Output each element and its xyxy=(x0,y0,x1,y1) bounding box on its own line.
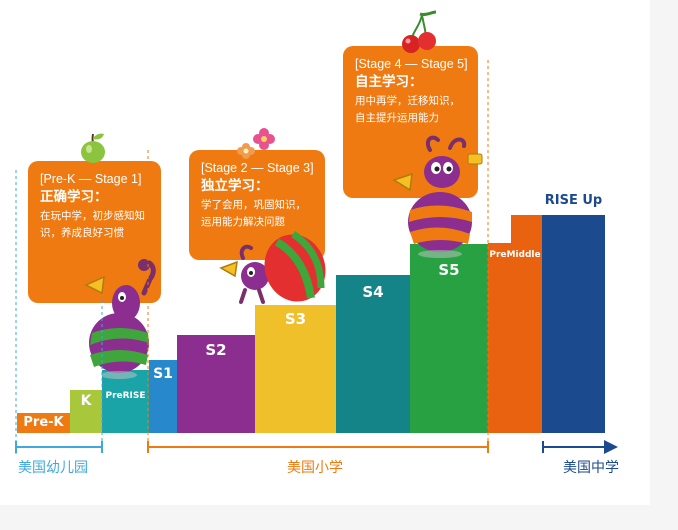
step-riseup-label: RISE Up xyxy=(544,193,603,208)
callout-heading: 正确学习： xyxy=(40,189,108,205)
step-riseup xyxy=(542,215,605,433)
step-prek-label: Pre-K xyxy=(23,415,64,430)
cherry-icon xyxy=(402,10,437,53)
step-s3-label: S3 xyxy=(284,310,307,328)
callout-heading: 独立学习： xyxy=(201,178,269,194)
step-s3: S3 xyxy=(255,305,336,433)
bug-mascot-icon xyxy=(392,135,483,258)
step-s5-label: S5 xyxy=(438,261,460,279)
label-us-elementary: 美国小学 xyxy=(287,460,343,476)
callout-body: 用中再学，迁移知识，自主提升运用能力 xyxy=(355,95,460,124)
callout-heading: 自主学习： xyxy=(355,74,423,90)
step-k: K xyxy=(70,390,102,433)
label-us-middle-school: 美国中学 xyxy=(563,460,619,476)
step-prerise xyxy=(102,370,149,433)
bug-mascot-icon xyxy=(84,259,156,379)
callout-body: 学了会用，巩固知识，运用能力解决问题 xyxy=(201,199,306,228)
step-premiddle-labelbox: PreMiddle xyxy=(488,250,542,260)
step-premiddle-label: PreMiddle xyxy=(489,250,541,260)
step-riseup-labelbox: RISE Up xyxy=(542,193,605,208)
step-premiddle-top xyxy=(511,215,542,433)
step-s1-label: S1 xyxy=(153,366,173,382)
step-s5: S5 xyxy=(410,244,488,433)
step-prerise-labelbox: PreRISE xyxy=(102,391,149,401)
callout-range: [Pre-K — Stage 1] xyxy=(40,172,142,186)
step-s2-label: S2 xyxy=(205,341,227,359)
stage-progression-diagram: Pre-K K PreRISE S1 S2 S3 S4 S5 PreMiddle… xyxy=(15,10,619,476)
bug-mascot-icon xyxy=(219,231,326,304)
step-prek: Pre-K xyxy=(17,413,70,433)
step-premiddle xyxy=(488,243,513,433)
step-prerise-label: PreRISE xyxy=(105,391,146,401)
callout-body: 在玩中学，初步感知知识，养成良好习惯 xyxy=(40,210,145,239)
apple-icon xyxy=(81,133,105,163)
step-s4: S4 xyxy=(336,275,410,433)
callout-stage4-stage5: [Stage 4 — Stage 5] 自主学习： 用中再学，迁移知识，自主提升… xyxy=(343,46,478,198)
school-level-brackets xyxy=(15,60,618,454)
step-k-label: K xyxy=(80,393,92,409)
step-s1: S1 xyxy=(149,360,177,433)
callout-prek-stage1: [Pre-K — Stage 1] 正确学习： 在玩中学，初步感知知识，养成良好… xyxy=(28,161,161,303)
callout-range: [Stage 2 — Stage 3] xyxy=(201,161,314,175)
flower-icon xyxy=(237,128,275,159)
step-s4-label: S4 xyxy=(362,283,384,301)
callout-range: [Stage 4 — Stage 5] xyxy=(355,57,468,71)
label-us-kindergarten: 美国幼儿园 xyxy=(18,460,88,476)
step-s2: S2 xyxy=(177,335,255,433)
